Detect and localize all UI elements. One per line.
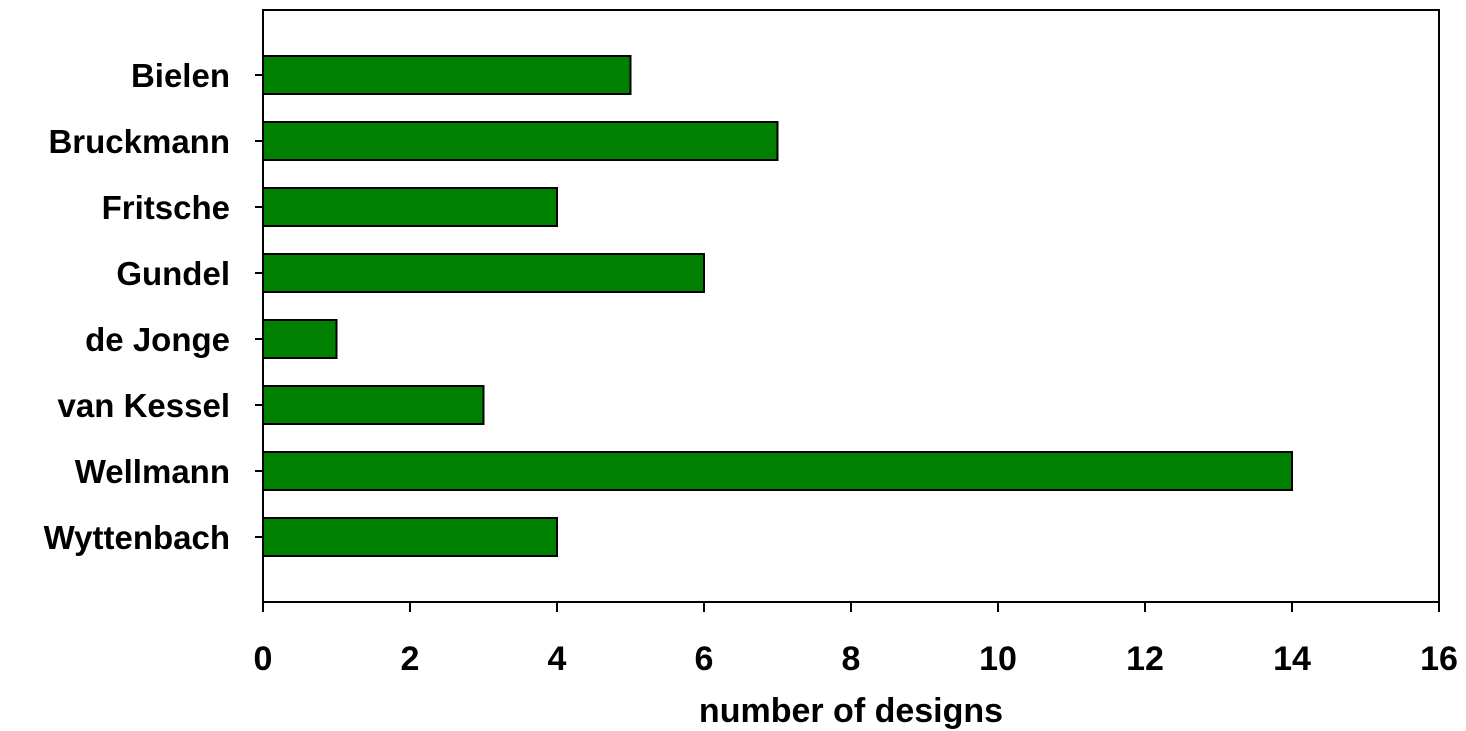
bar — [262, 319, 338, 359]
x-axis-ticks: 0 2 4 6 8 10 12 14 16 — [254, 602, 1458, 678]
category-label: van Kessel — [58, 387, 230, 424]
x-tick-label: 8 — [842, 640, 861, 678]
x-tick-label: 2 — [401, 640, 420, 678]
bar — [262, 385, 485, 425]
bar — [262, 187, 558, 227]
x-tick-label: 12 — [1126, 640, 1164, 678]
category-label: Gundel — [116, 255, 230, 292]
plot-area — [262, 9, 1440, 603]
bars-group — [262, 55, 1293, 557]
bar — [262, 451, 1293, 491]
category-label: Wellmann — [75, 453, 230, 490]
category-label: Bielen — [131, 57, 230, 94]
bar — [262, 55, 632, 95]
category-label: Bruckmann — [48, 123, 230, 160]
x-tick-label: 6 — [695, 640, 714, 678]
x-tick-label: 14 — [1273, 640, 1311, 678]
x-tick-label: 0 — [254, 640, 273, 678]
category-label: Fritsche — [102, 189, 230, 226]
y-tick-marks — [255, 74, 263, 538]
category-labels: Bielen Bruckmann Fritsche Gundel de Jonge van… — [44, 57, 230, 556]
x-axis-title: number of designs — [699, 692, 1003, 730]
bar — [262, 121, 779, 161]
category-label: Wyttenbach — [44, 519, 230, 556]
x-tick-label: 10 — [979, 640, 1017, 678]
bar — [262, 517, 558, 557]
category-label: de Jonge — [85, 321, 230, 358]
x-tick-label: 16 — [1420, 640, 1458, 678]
bar — [262, 253, 705, 293]
x-tick-label: 4 — [548, 640, 567, 678]
